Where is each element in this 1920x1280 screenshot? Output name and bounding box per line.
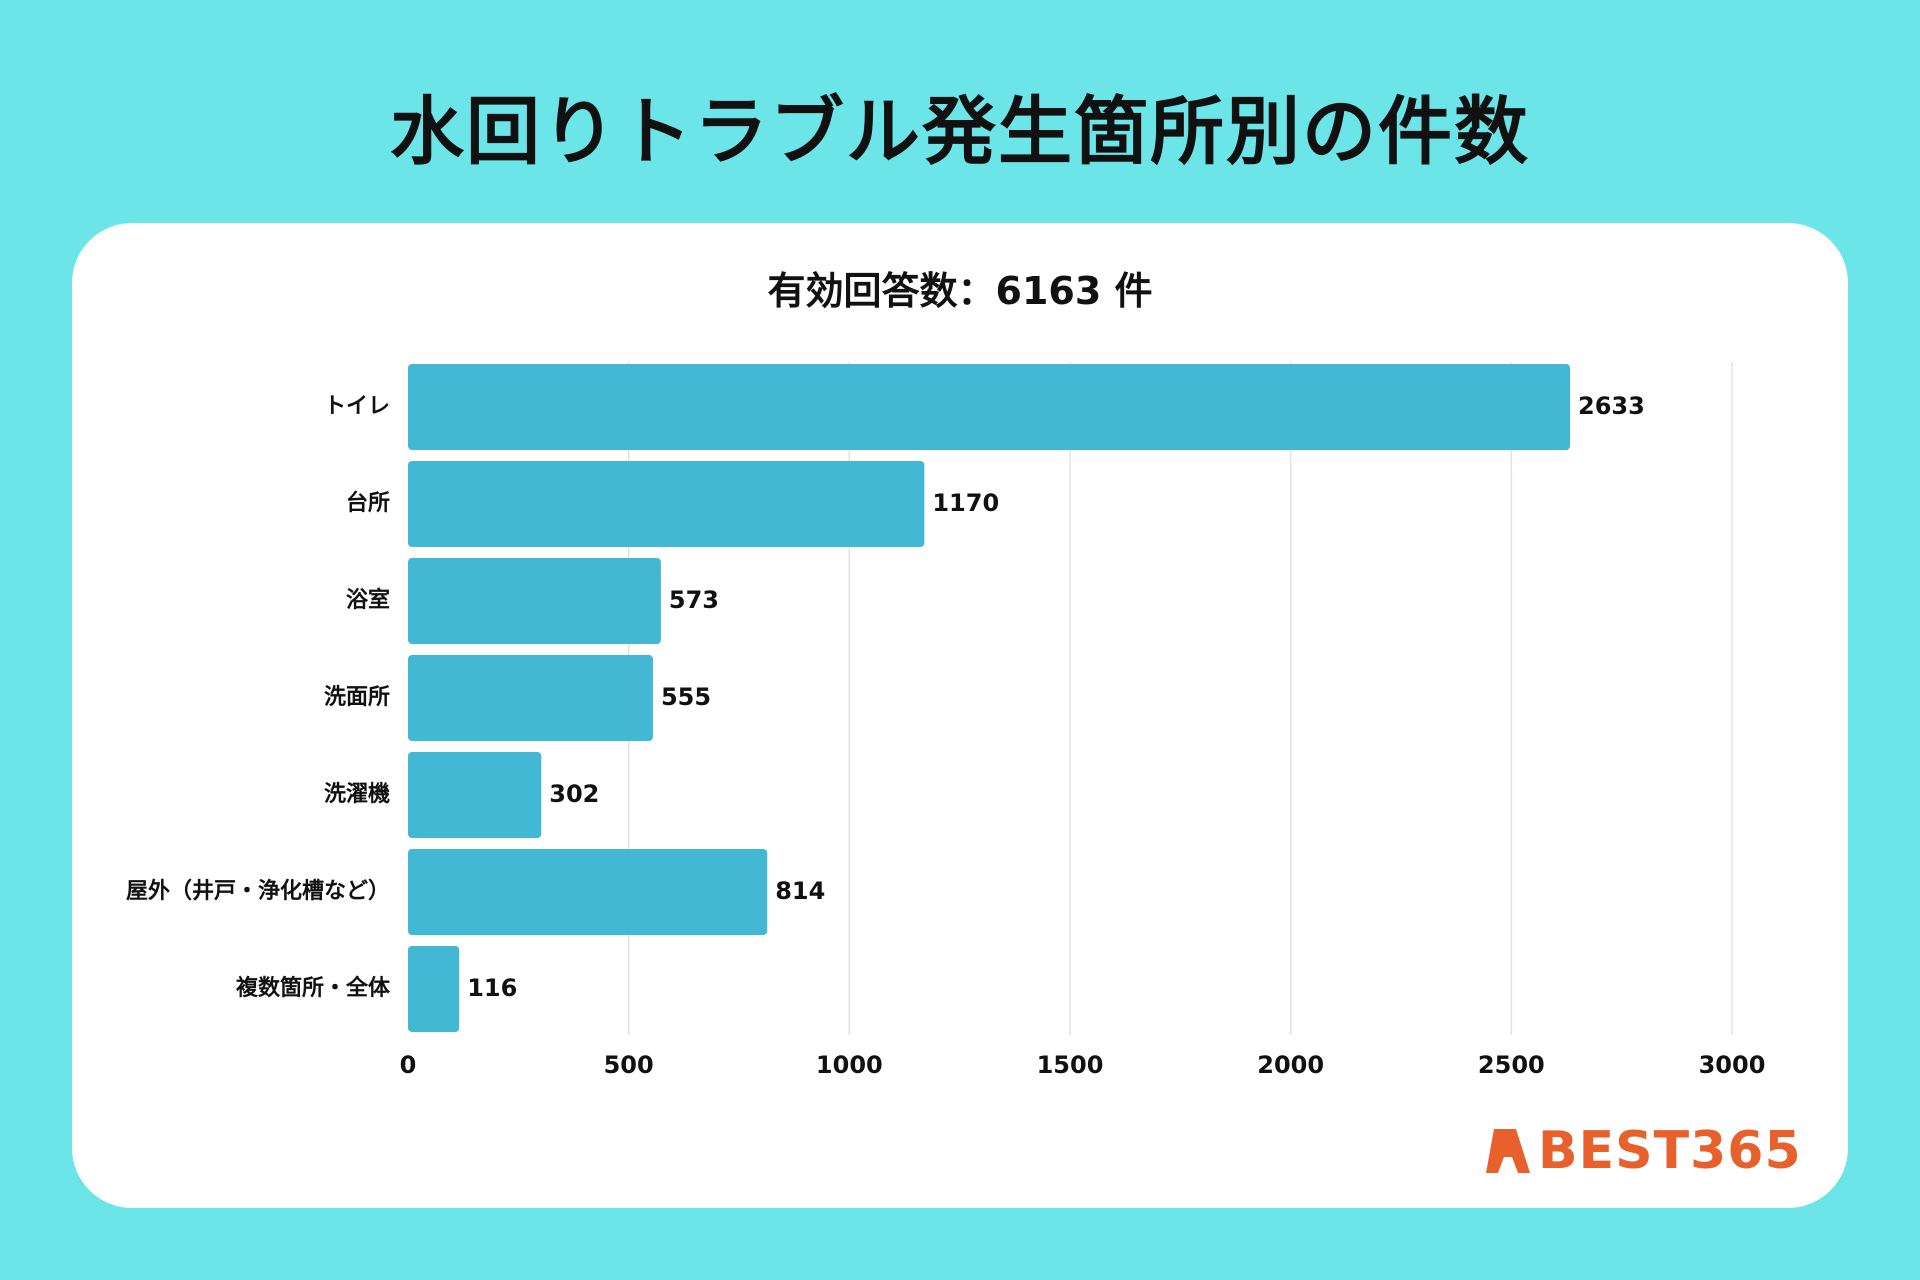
- data-label: 555: [661, 683, 711, 711]
- bar: [408, 655, 653, 741]
- bar: [408, 946, 460, 1032]
- x-tick-label: 1000: [816, 1051, 883, 1079]
- category-label: 屋外（井戸・浄化槽など）: [126, 878, 390, 904]
- page-title: 水回りトラブル発生箇所別の件数: [390, 89, 1530, 175]
- category-label: 洗濯機: [324, 782, 390, 807]
- x-tick-label: 3000: [1699, 1051, 1766, 1079]
- data-label: 302: [549, 780, 599, 808]
- data-label: 814: [775, 877, 825, 905]
- bar: [408, 849, 768, 935]
- x-tick-label: 1500: [1037, 1051, 1104, 1079]
- x-tick-label: 2500: [1478, 1051, 1545, 1079]
- x-tick-label: 500: [604, 1051, 654, 1079]
- logo-mark-icon: [1486, 1129, 1530, 1173]
- x-tick-label: 2000: [1257, 1051, 1324, 1079]
- x-tick-label: 0: [400, 1051, 417, 1079]
- logo-text: BEST365: [1538, 1121, 1802, 1181]
- brand-logo: BEST365: [1484, 1125, 1802, 1177]
- bar: [408, 752, 542, 838]
- bar: [408, 461, 925, 547]
- category-label: トイレ: [324, 394, 390, 419]
- bar: [408, 558, 661, 644]
- category-label: 複数箇所・全体: [236, 975, 391, 1001]
- data-label: 573: [669, 586, 719, 614]
- category-label: 洗面所: [324, 685, 390, 710]
- category-label: 台所: [346, 490, 390, 516]
- category-label: 浴室: [346, 587, 390, 613]
- data-label: 116: [467, 974, 517, 1002]
- chart-subtitle: 有効回答数：6163 件: [767, 269, 1153, 313]
- bar: [408, 364, 1571, 450]
- data-label: 1170: [932, 489, 999, 517]
- data-label: 2633: [1578, 392, 1645, 420]
